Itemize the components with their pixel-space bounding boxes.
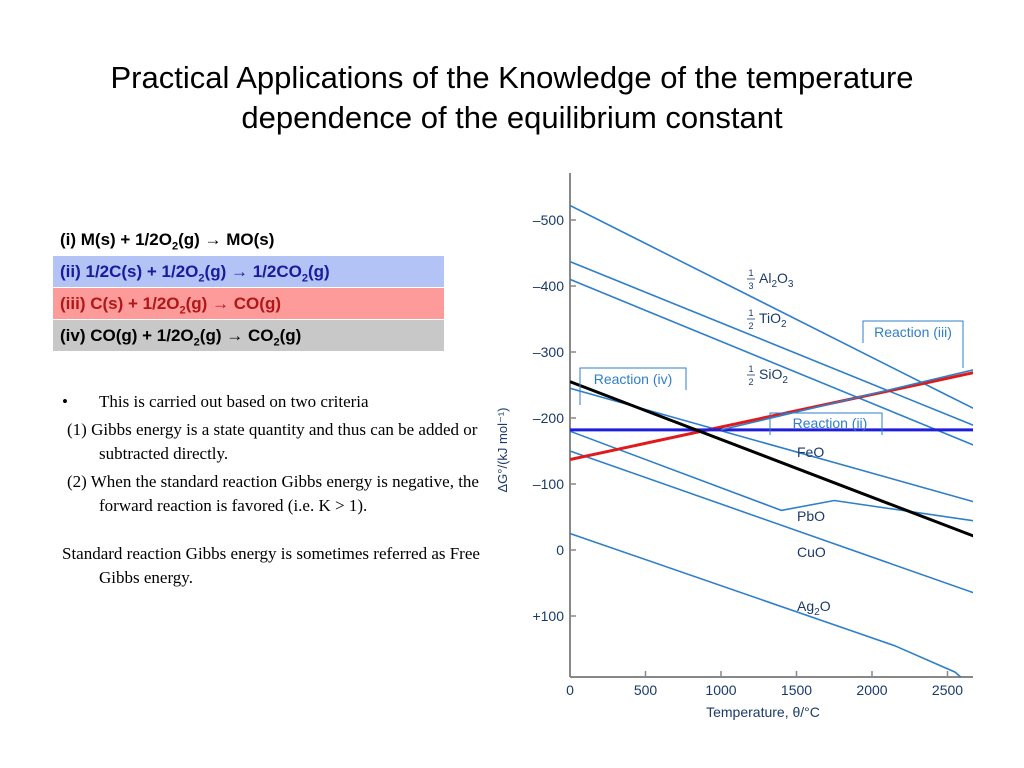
x-tick-label: 2500: [932, 682, 963, 698]
y-tick-label: 0: [556, 542, 564, 558]
series-label: FeO: [797, 444, 824, 460]
fraction-denominator: 2: [748, 321, 753, 331]
bullet-point: • This is carried out based on two crite…: [62, 390, 492, 414]
slide-title: Practical Applications of the Knowledge …: [0, 58, 1024, 138]
series-label: SiO2: [759, 366, 788, 386]
fraction-numerator: 1: [748, 364, 753, 374]
criterion-2: (2) When the standard reaction Gibbs ene…: [67, 472, 479, 515]
x-axis-label: Temperature, θ/°C: [706, 704, 820, 720]
reaction-iii: (iii) C(s) + 1/2O2(g) → CO(g): [53, 288, 444, 320]
fraction-denominator: 2: [748, 377, 753, 387]
series-ag-o: [570, 532, 962, 677]
y-tick-label: –200: [533, 410, 564, 426]
x-tick-label: 500: [634, 682, 658, 698]
x-tick-label: 1500: [781, 682, 812, 698]
ellingham-diagram: –500 –400 –300 –200 –100 0 +100 0 500 1000 1500 200…: [495, 173, 973, 720]
y-tick-label: –100: [533, 476, 564, 492]
series-label: CuO: [797, 544, 826, 560]
fraction-numerator: 1: [748, 268, 753, 278]
series-al-o: [570, 204, 973, 410]
series-reaction-iii: [570, 371, 973, 462]
series-label: Al2O3: [759, 270, 794, 290]
series-label: Ag2O: [797, 598, 831, 618]
y-tick-label: –400: [533, 278, 564, 294]
series-cuo: [570, 450, 973, 594]
x-tick-label: 2000: [856, 682, 887, 698]
annotation-bracket: [862, 320, 964, 343]
annotation-label: Reaction (iii): [874, 324, 952, 340]
series-sio: [570, 278, 973, 446]
annotation-label: Reaction (ii): [793, 415, 868, 431]
reaction-i: (i) M(s) + 1/2O2(g) → MO(s): [53, 224, 444, 256]
annotation-bracket: [579, 367, 687, 390]
x-tick-label: 1000: [705, 682, 736, 698]
series-tio: [570, 260, 973, 427]
y-tick-label: –500: [533, 212, 564, 228]
x-tick-label: 0: [566, 682, 574, 698]
reaction-iv: (iv) CO(g) + 1/2O2(g) → CO2(g): [53, 320, 444, 352]
series-label: PbO: [797, 508, 825, 524]
annotation-bracket: [769, 412, 883, 435]
title-line-1: Practical Applications of the Knowledge …: [110, 60, 914, 95]
reaction-list: (i) M(s) + 1/2O2(g) → MO(s) (ii) 1/2C(s)…: [53, 224, 444, 352]
notes: • This is carried out based on two crite…: [62, 390, 492, 590]
y-tick-label: +100: [532, 608, 564, 624]
annotation-label: Reaction (iv): [594, 371, 673, 387]
fraction-numerator: 1: [748, 308, 753, 318]
bullet-mark: •: [62, 392, 68, 411]
reaction-ii: (ii) 1/2C(s) + 1/2O2(g) → 1/2CO2(g): [53, 256, 444, 288]
fraction-denominator: 3: [748, 281, 753, 291]
series-reaction-iv: [570, 380, 973, 538]
series-label: TiO2: [759, 310, 787, 330]
bullet-text: This is carried out based on two criteri…: [99, 392, 369, 411]
summary-text: Standard reaction Gibbs energy is someti…: [62, 544, 480, 587]
y-tick-label: –300: [533, 344, 564, 360]
title-line-2: dependence of the equilibrium constant: [241, 100, 783, 135]
criterion-1: (1) Gibbs energy is a state quantity and…: [67, 420, 478, 463]
series-reaction-iii-thin: [720, 369, 973, 431]
y-axis-label: ΔG°/(kJ mol⁻¹): [495, 407, 510, 492]
